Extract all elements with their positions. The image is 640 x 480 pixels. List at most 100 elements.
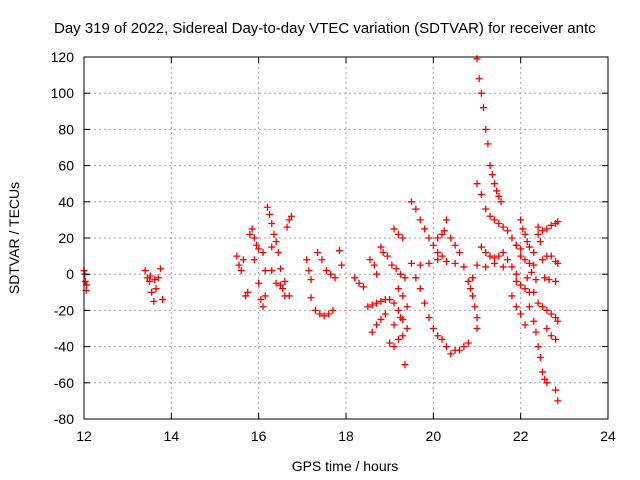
series-group — [303, 247, 346, 320]
data-point — [464, 277, 472, 285]
data-point — [287, 212, 295, 220]
data-point — [386, 296, 394, 304]
data-point — [552, 335, 560, 343]
data-point — [263, 203, 271, 211]
y-tick-label: -60 — [54, 375, 74, 391]
data-point — [499, 263, 507, 271]
data-point — [554, 218, 562, 226]
data-point — [475, 75, 483, 83]
data-point — [442, 343, 450, 351]
data-point — [351, 274, 359, 282]
data-point — [517, 216, 525, 224]
data-point — [152, 285, 160, 293]
data-point — [327, 270, 335, 278]
data-point — [493, 187, 501, 195]
data-point — [283, 223, 291, 231]
data-point — [412, 274, 420, 282]
data-point — [425, 234, 433, 242]
data-point — [504, 227, 512, 235]
data-point — [523, 274, 531, 282]
data-point — [146, 277, 153, 285]
data-point — [534, 343, 542, 351]
data-point — [159, 296, 167, 304]
data-point — [447, 234, 455, 242]
data-point — [141, 267, 149, 275]
data-point — [383, 252, 391, 260]
data-point — [495, 192, 503, 200]
data-point — [508, 263, 516, 271]
data-point — [316, 310, 324, 318]
data-point — [401, 274, 409, 282]
data-point — [150, 297, 158, 305]
data-point — [438, 335, 446, 343]
data-point — [281, 277, 289, 285]
data-point — [412, 205, 420, 213]
data-point — [285, 216, 293, 224]
data-point — [440, 227, 448, 235]
data-point — [368, 301, 376, 309]
x-axis-label: GPS time / hours — [292, 458, 399, 474]
data-point — [390, 343, 398, 351]
data-point — [521, 285, 529, 293]
data-point — [373, 321, 381, 329]
data-point — [543, 379, 551, 387]
data-point — [386, 339, 394, 347]
data-point — [408, 259, 415, 267]
data-point — [255, 245, 263, 253]
data-point — [429, 325, 437, 332]
data-point — [401, 361, 409, 369]
data-point — [270, 230, 278, 238]
data-point — [151, 276, 159, 284]
data-point — [456, 248, 464, 256]
series-group — [408, 198, 481, 358]
y-tick-label: 60 — [58, 158, 74, 174]
data-point — [534, 299, 542, 307]
y-tick-label: 0 — [66, 266, 74, 282]
data-point — [285, 292, 293, 300]
x-tick-label: 18 — [338, 428, 354, 444]
data-point — [399, 234, 407, 242]
x-tick-label: 24 — [600, 428, 616, 444]
x-tick-label: 20 — [426, 428, 442, 444]
data-point — [525, 259, 533, 267]
data-point — [81, 277, 89, 285]
data-point — [528, 268, 536, 276]
y-tick-label: -40 — [54, 339, 74, 355]
data-point — [521, 256, 529, 264]
data-point — [261, 267, 269, 275]
data-point — [451, 259, 459, 267]
data-point — [373, 270, 381, 278]
data-point — [490, 180, 498, 188]
data-point — [325, 310, 333, 318]
axis-ticks: 12 14 16 18 20 22 24 -80 -60 -40 -20 0 20 40 60 80 100 12… — [51, 49, 616, 444]
data-point — [235, 261, 243, 269]
data-point — [523, 238, 531, 246]
data-point — [530, 248, 538, 256]
data-point — [484, 140, 492, 148]
data-point — [497, 198, 505, 206]
data-point — [532, 276, 540, 284]
x-tick-label: 12 — [76, 428, 92, 444]
data-point — [279, 285, 287, 293]
data-point — [539, 227, 546, 235]
data-point — [543, 306, 551, 314]
data-point — [530, 288, 538, 296]
data-point — [473, 325, 481, 332]
data-point — [534, 223, 542, 231]
data-point — [239, 256, 247, 264]
data-point — [536, 238, 544, 246]
data-point — [543, 225, 551, 233]
data-point — [547, 252, 555, 260]
data-point — [552, 386, 560, 394]
data-point — [355, 279, 363, 287]
data-point — [541, 375, 549, 383]
data-point — [539, 303, 546, 311]
data-point — [359, 283, 367, 291]
data-point — [525, 303, 533, 311]
data-point — [146, 272, 154, 280]
x-tick-label: 16 — [251, 428, 267, 444]
data-point — [471, 303, 479, 311]
data-point — [314, 248, 322, 256]
data-point — [552, 277, 560, 285]
